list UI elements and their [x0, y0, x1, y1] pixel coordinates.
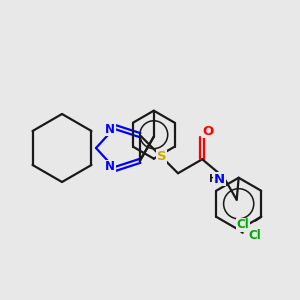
Text: H: H	[209, 174, 218, 184]
Text: Cl: Cl	[248, 229, 261, 242]
Text: Cl: Cl	[237, 218, 250, 231]
Text: O: O	[202, 125, 214, 138]
Text: S: S	[157, 150, 166, 164]
Text: N: N	[105, 160, 115, 173]
Text: N: N	[214, 173, 225, 186]
Text: N: N	[105, 123, 115, 136]
